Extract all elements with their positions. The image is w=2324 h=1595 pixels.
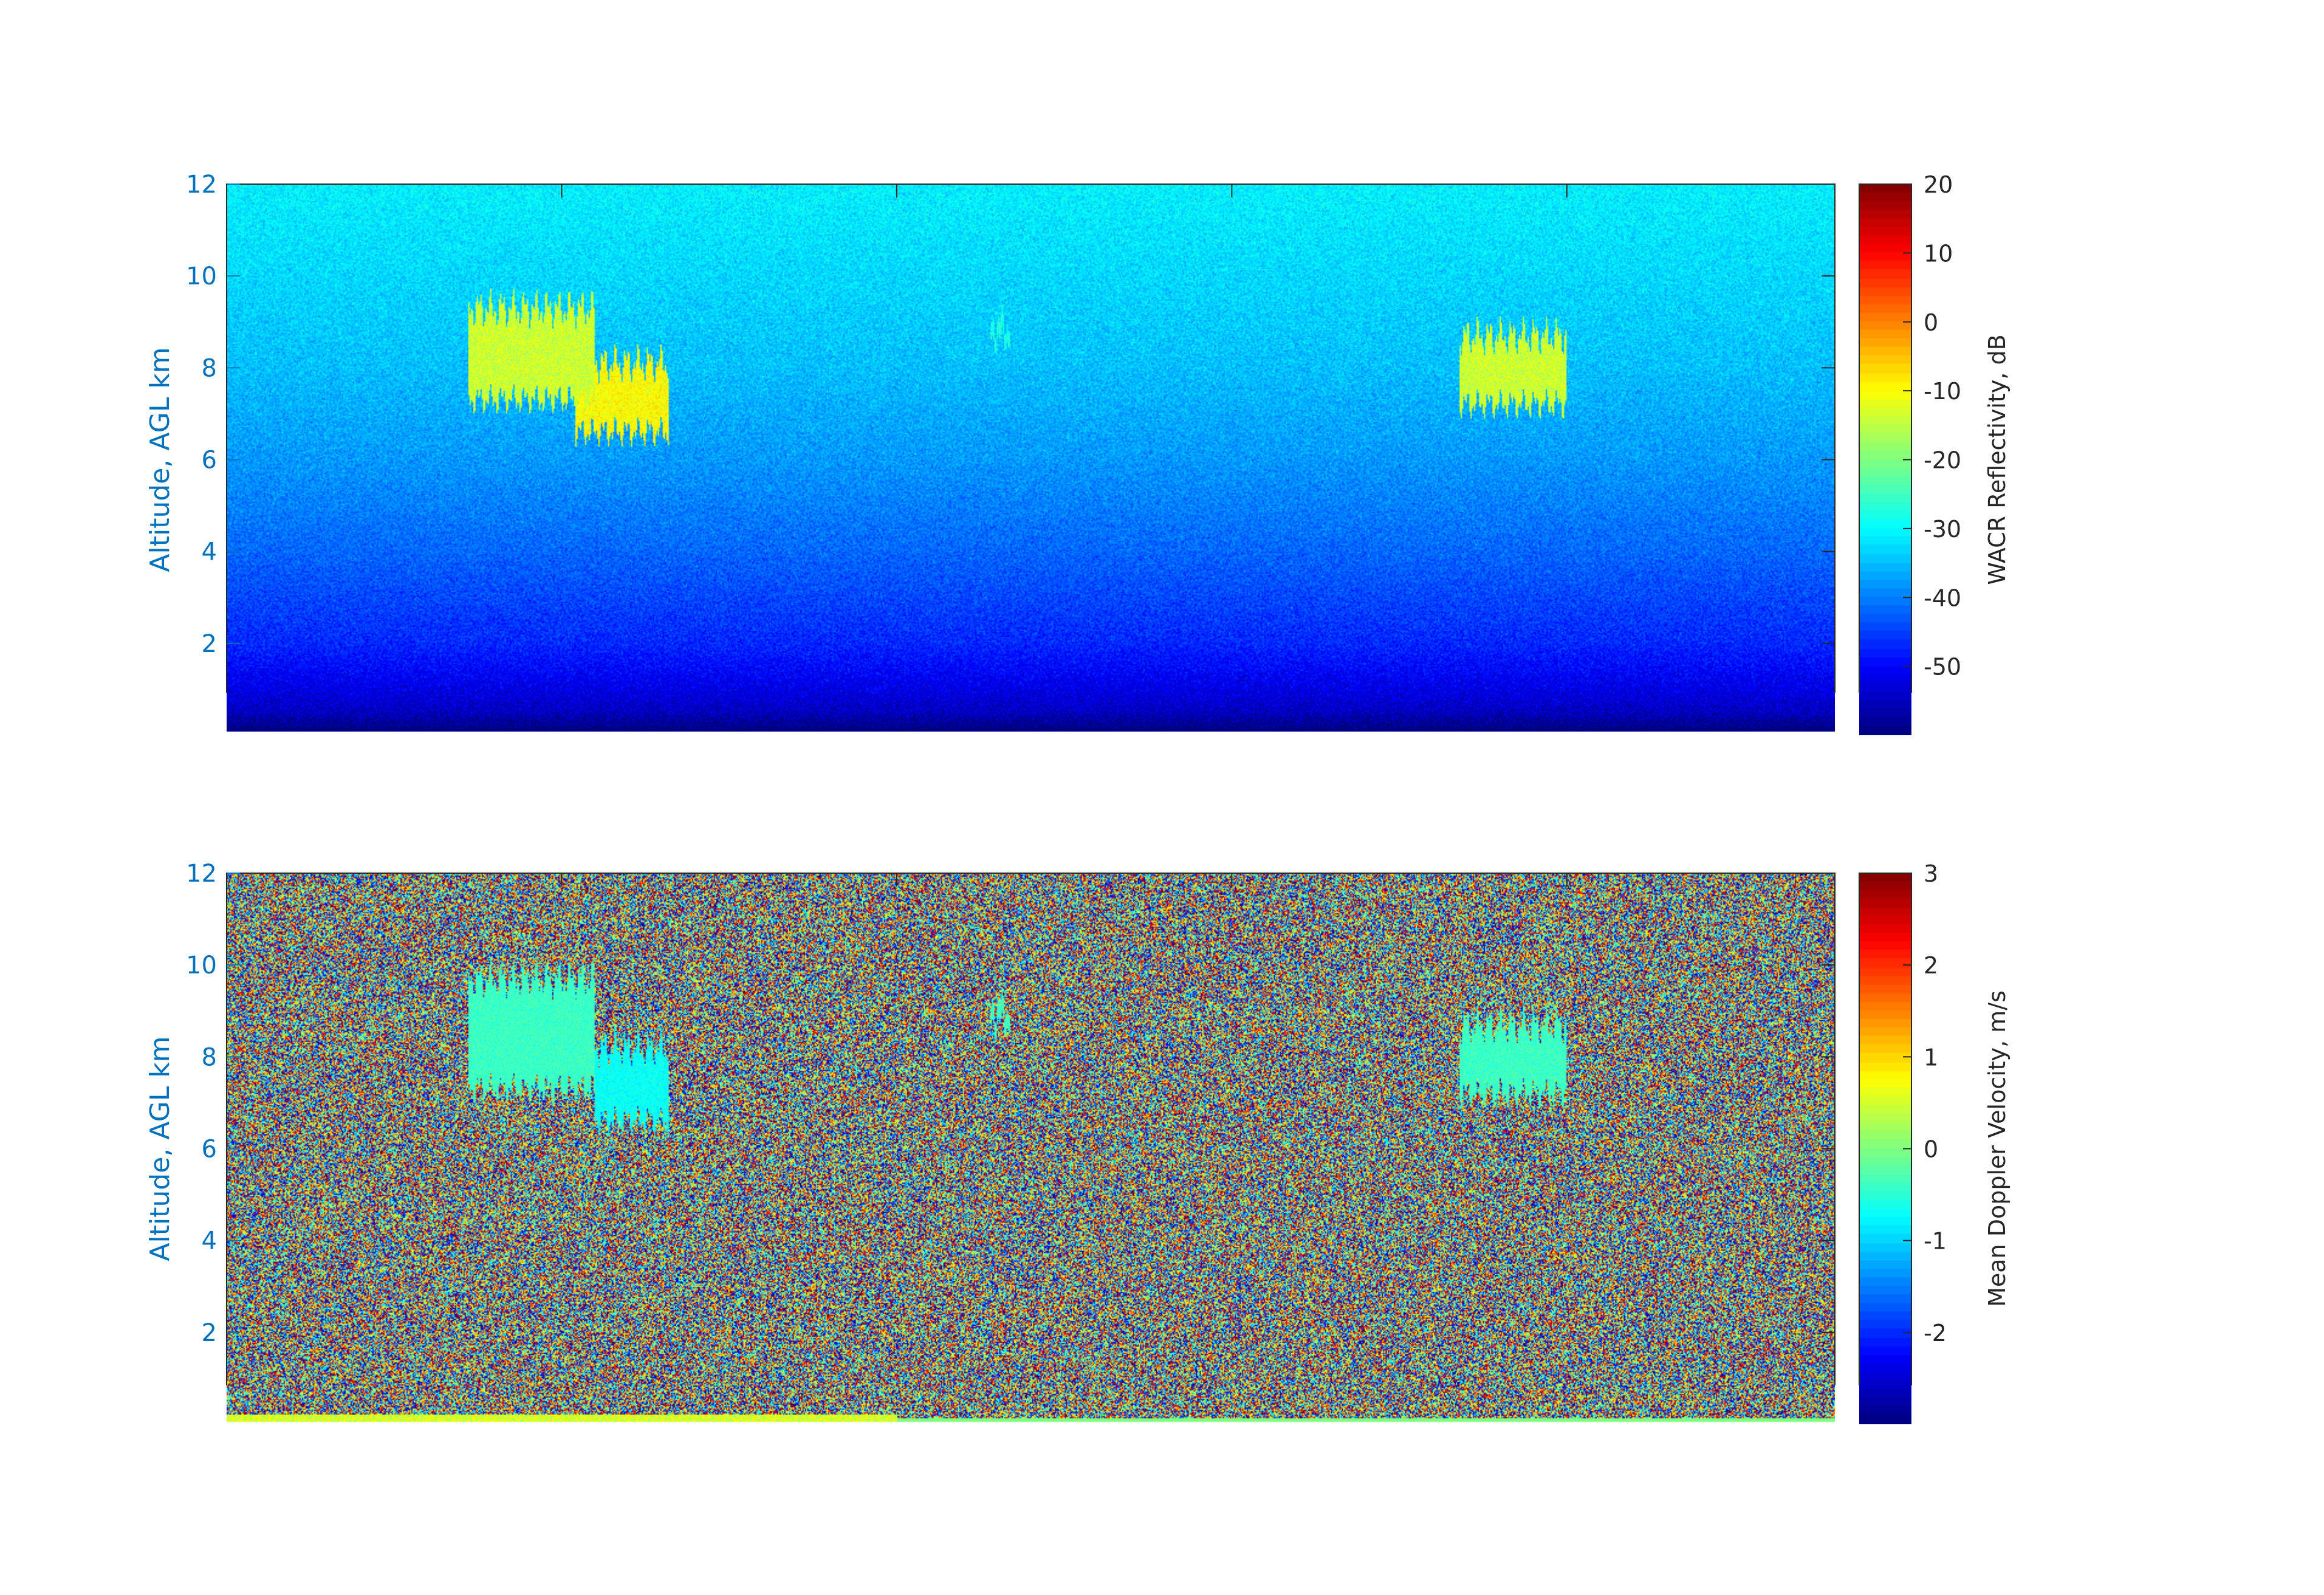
y-tick-label: 2 — [202, 630, 217, 658]
colorbar-tick-label: 0 — [1924, 309, 1938, 336]
y-tick-label: 2 — [202, 1319, 217, 1347]
velocity-panel: 02468101205101520UTC hours on 20241020Al… — [0, 693, 2324, 1424]
colorbar-label: WACR Reflectivity, dB — [1984, 334, 2010, 585]
reflectivity-axes: 02468101205101520UTC hours on 20241020Al… — [145, 171, 2010, 693]
y-tick-label: 8 — [202, 354, 217, 382]
colorbar-tick-label: -10 — [1924, 378, 1961, 405]
y-tick-label: 4 — [202, 538, 217, 566]
colorbar-frame — [1859, 184, 1912, 693]
plot-frame — [226, 184, 1836, 693]
y-tick-label: 12 — [186, 860, 217, 888]
y-tick-label: 8 — [202, 1043, 217, 1071]
colorbar-tick-label: 0 — [1924, 1136, 1938, 1163]
y-tick-label: 12 — [186, 171, 217, 199]
colorbar-tick-label: 3 — [1924, 860, 1938, 887]
velocity-colorbar — [1859, 873, 1911, 1424]
colorbar-tick-label: 20 — [1924, 171, 1953, 198]
reflectivity-panel: 02468101205101520UTC hours on 20241020Al… — [0, 0, 2324, 735]
colorbar-tick-label: -20 — [1924, 447, 1961, 474]
y-tick-label: 4 — [202, 1227, 217, 1255]
y-axis-label: Altitude, AGL km — [145, 347, 176, 572]
reflectivity-colorbar — [1859, 184, 1911, 735]
colorbar-tick-label: 1 — [1924, 1044, 1938, 1071]
colorbar-tick-label: -40 — [1924, 585, 1961, 611]
reflectivity-heatmap — [227, 184, 1835, 735]
colorbar-tick-label: 2 — [1924, 952, 1938, 979]
colorbar-tick-label: -50 — [1924, 654, 1961, 681]
colorbar-tick-label: -30 — [1924, 516, 1961, 543]
velocity-axes: 02468101205101520UTC hours on 20241020Al… — [145, 860, 2010, 1385]
y-tick-label: 10 — [186, 262, 217, 290]
plot-frame — [226, 873, 1836, 1385]
colorbar-frame — [1859, 873, 1912, 1385]
y-tick-label: 6 — [202, 1136, 217, 1164]
y-tick-label: 10 — [186, 952, 217, 979]
y-axis-label: Altitude, AGL km — [145, 1036, 176, 1261]
velocity-heatmap — [227, 873, 1835, 1424]
colorbar-tick-label: -2 — [1924, 1320, 1947, 1346]
colorbar-tick-label: 10 — [1924, 240, 1953, 267]
y-tick-label: 6 — [202, 447, 217, 475]
colorbar-label: Mean Doppler Velocity, m/s — [1984, 990, 2010, 1307]
colorbar-tick-label: -1 — [1924, 1228, 1947, 1255]
